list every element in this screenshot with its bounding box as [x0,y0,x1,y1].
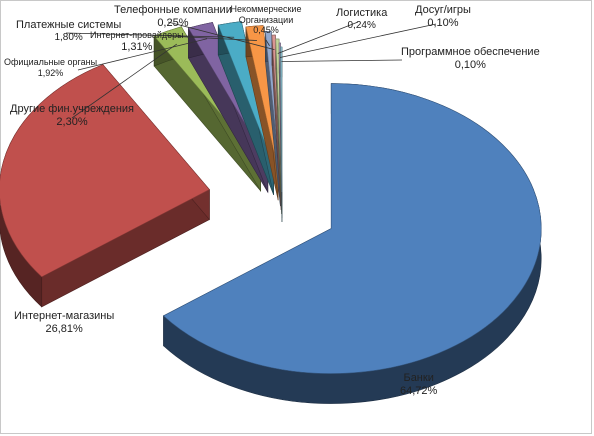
leader-line-payment-systems [65,32,235,38]
label-other-finance: Другие фин.учреждения 2,30% [10,103,134,129]
leader-line-isp [167,35,257,41]
label-isp: Интернет-провайдеры 1,31% [90,30,184,54]
label-banks-value: 64,72% [400,384,438,397]
label-payment-systems: Платежные системы 1,80% [16,19,121,44]
label-nonprofit: Некоммерческие Организации 0,45% [228,4,304,36]
slice-banks-top [163,83,542,374]
label-leisure-games: Досуг/игры 0,10% [415,4,471,30]
leader-line-software [281,59,403,62]
label-phone-companies: Телефонные компании 0,25% [114,4,232,30]
label-official-bodies-value: 1,92% [37,67,64,78]
label-nonprofit-name: Некоммерческие Организации [230,4,302,25]
label-nonprofit-value: 0,45% [253,25,279,36]
label-leisure-games-name: Досуг/игры [415,4,471,16]
label-official-bodies-name: Официальные органы [4,57,98,67]
label-logistics: Логистика 0,24% [336,7,387,32]
slice-internet-shops-top [0,64,210,278]
label-isp-name: Интернет-провайдеры [90,30,184,40]
leader-line-official-bodies [77,38,208,71]
label-phone-companies-name: Телефонные компании [114,4,232,16]
label-banks: Банки 64,72% [400,372,437,398]
label-internet-shops-name: Интернет-магазины [14,310,115,322]
label-phone-companies-value: 0,25% [157,16,189,29]
label-banks-name: Банки [403,372,434,384]
label-leisure-games-value: 0,10% [427,16,459,29]
slice-software-top [280,46,283,193]
slice-logistics-top [275,38,282,185]
label-logistics-value: 0,24% [347,19,376,31]
label-logistics-name: Логистика [336,7,388,19]
slice-internet-shops [0,63,210,308]
leader-line-phone-companies [167,21,275,50]
label-official-bodies: Официальные органы 1,92% [4,57,97,78]
slice-payment-systems-top [217,21,274,165]
label-software-value: 0,10% [454,58,486,71]
label-payment-systems-value: 1,80% [54,31,83,43]
label-other-finance-value: 2,30% [56,115,88,128]
label-payment-systems-name: Платежные системы [16,19,122,31]
leader-line-logistics [277,21,359,54]
label-internet-shops: Интернет-магазины 26,81% [14,310,114,336]
label-internet-shops-value: 26,81% [45,322,83,335]
slice-software [280,46,283,223]
label-software-name: Программное обеспечение [401,46,540,58]
slice-isp-top [245,25,279,171]
label-software: Программное обеспечение 0,10% [401,46,540,72]
leader-line-leisure-games [279,23,437,58]
leader-line-nonprofit [265,39,270,46]
leader-line-other-finance [71,43,178,119]
label-other-finance-name: Другие фин.учреждения [10,103,135,115]
label-isp-value: 1,31% [121,40,153,53]
slice-banks [163,83,542,404]
